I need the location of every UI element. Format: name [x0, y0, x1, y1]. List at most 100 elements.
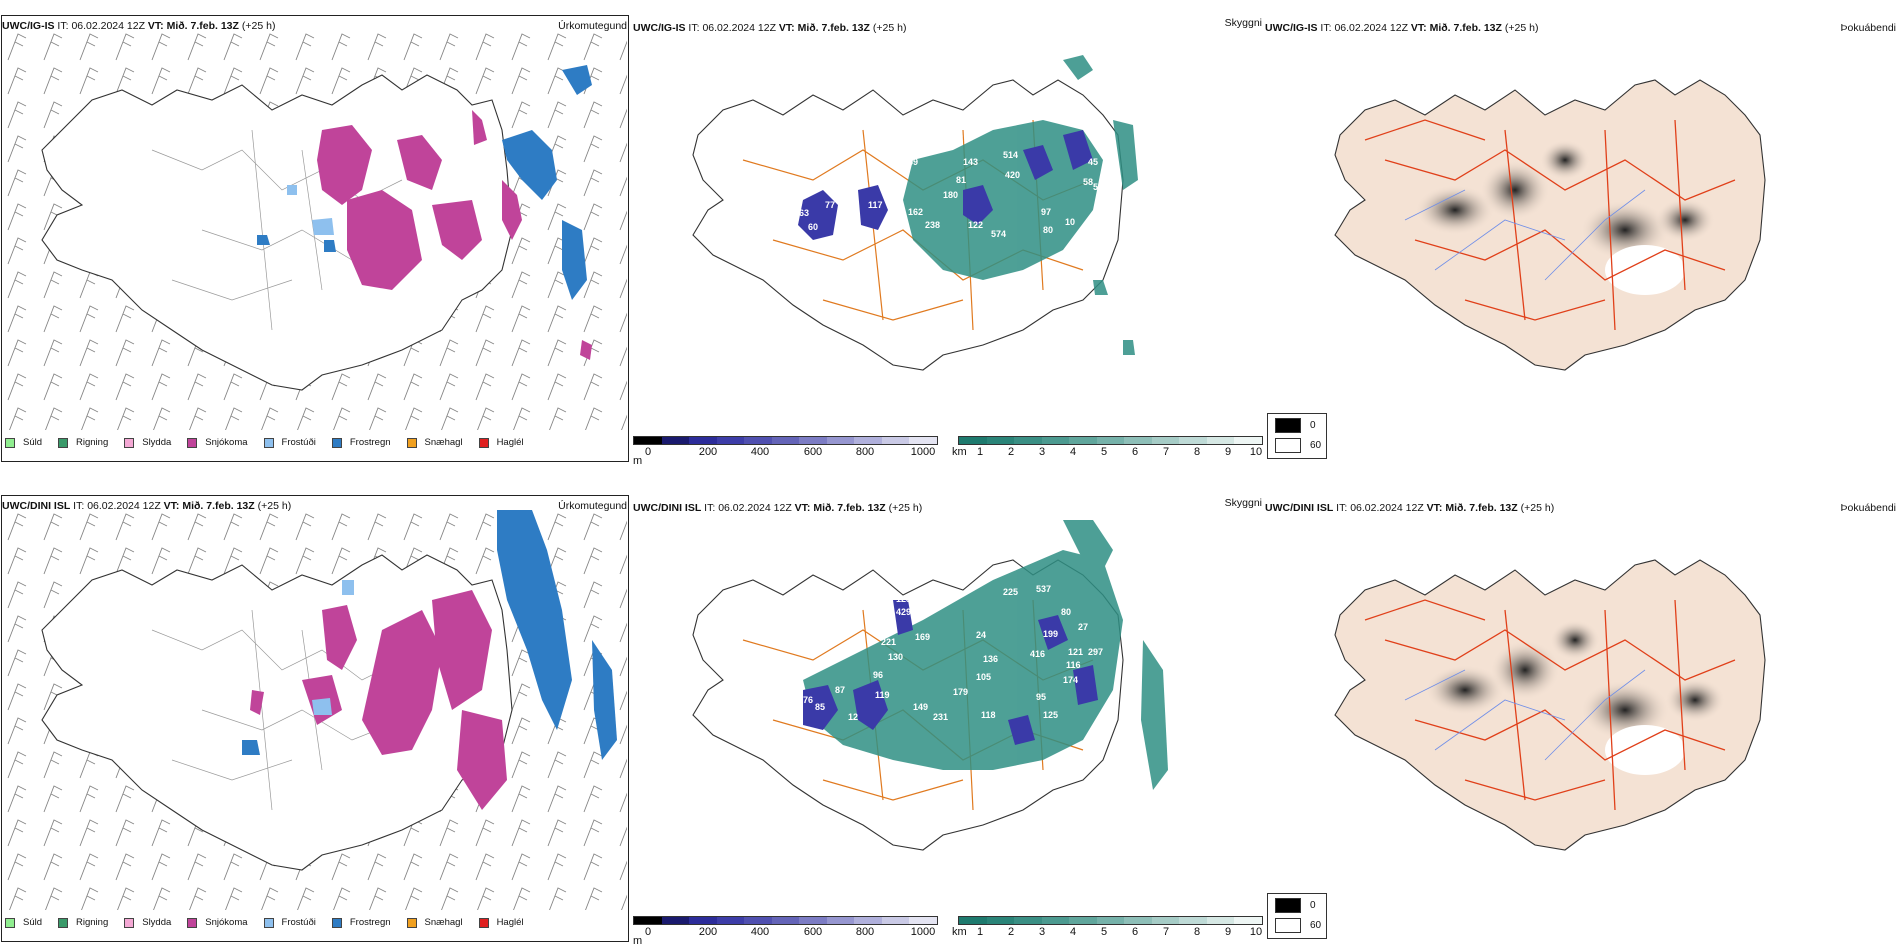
valid-time: Mið. 7.feb. 13Z: [813, 502, 886, 514]
cloud-label: 76: [803, 695, 813, 705]
init-time-label: IT:: [57, 20, 69, 32]
lead-time: (+25 h): [872, 22, 907, 34]
init-time-label: IT:: [73, 500, 85, 512]
visibility-bar: [958, 916, 1263, 925]
cloud-label: 221: [881, 637, 896, 647]
iceland-coast: [41, 74, 513, 391]
visibility-colorbar: km 1 2 3 4 5 6 7 8 9 10: [952, 436, 1263, 460]
fog-legend: 0 60: [1267, 893, 1327, 939]
init-time-label: IT:: [1336, 502, 1348, 514]
model-name: UWC/DINI ISL: [2, 500, 71, 512]
legend-item: Snjókoma: [187, 917, 248, 928]
cloud-label: 80: [1061, 607, 1071, 617]
cloud-label: 45: [1088, 157, 1098, 167]
cloud-label: 537: [1036, 584, 1051, 594]
cloudbase-bar: [633, 916, 938, 925]
cloud-label: 97: [1063, 112, 1073, 122]
legend-item: Snæhagl: [406, 437, 463, 448]
model-name: UWC/IG-IS: [633, 22, 686, 34]
valid-time: Mið. 7.feb. 13Z: [1429, 22, 1502, 34]
cloud-label: 225: [1003, 587, 1018, 597]
panel-title: UWC/IG-IS IT: 06.02.2024 12Z VT: Mið. 7.…: [2, 20, 275, 32]
cloud-label: 169: [915, 632, 930, 642]
legend-label: 60: [1310, 920, 1322, 931]
cloud-label: 3: [783, 228, 788, 238]
precip-type-legend: Súld Rigning Slydda Snjókoma Frostúði Fr…: [5, 437, 540, 448]
cloud-label: 514: [1003, 150, 1018, 160]
cloud-visibility-map: 225 537 80 27 199 121 116 174 297 24 416…: [692, 520, 1168, 851]
cloud-label: 231: [933, 712, 948, 722]
fog-legend: 0 60: [1267, 413, 1327, 459]
model-name: UWC/IG-IS: [1265, 22, 1318, 34]
init-time-label: IT:: [1320, 22, 1332, 34]
fog-indicator-panel: UWC/IG-IS IT: 06.02.2024 12Z VT: Mið. 7.…: [1265, 0, 1900, 465]
lead-time: (+25 h): [257, 500, 292, 512]
model-row-dini: UWC/DINI ISL IT: 06.02.2024 12Z VT: Mið.…: [0, 480, 1900, 950]
model-name: UWC/DINI ISL: [1265, 502, 1334, 514]
legend-item: Rigning: [58, 437, 108, 448]
cloudbase-colorbar: m 0 200 400 600 800 1000: [633, 436, 938, 467]
init-time: 06.02.2024 12Z: [702, 22, 776, 34]
field-name: Þokuábendi: [1840, 502, 1896, 514]
model-name: UWC/IG-IS: [2, 20, 55, 32]
lead-time: (+25 h): [1504, 22, 1539, 34]
valid-time: Mið. 7.feb. 13Z: [182, 500, 255, 512]
cloud-label: 174: [1063, 675, 1078, 685]
visibility-ticks: km 1 2 3 4 5 6 7 8 9 10: [952, 446, 1263, 458]
init-time: 06.02.2024 12Z: [87, 500, 161, 512]
lead-time: (+25 h): [888, 502, 923, 514]
panel-title: UWC/DINI ISL IT: 06.02.2024 12Z VT: Mið.…: [2, 500, 291, 512]
cloud-label: 119: [875, 690, 890, 700]
panel-frame: [1, 15, 629, 462]
valid-time: Mið. 7.feb. 13Z: [797, 22, 870, 34]
cloud-label: 258: [878, 136, 893, 146]
precip-type-legend: Súld Rigning Slydda Snjókoma Frostúði Fr…: [5, 917, 540, 928]
field-name: Þokuábendi: [1840, 22, 1896, 34]
cloud-label: 122: [968, 220, 983, 230]
init-time-label: IT:: [704, 502, 716, 514]
fog-indicator-panel: UWC/DINI ISL IT: 06.02.2024 12Z VT: Mið.…: [1265, 480, 1900, 945]
visibility-bar: [958, 436, 1263, 445]
cloud-label: 420: [1005, 170, 1020, 180]
legend-swatch: [1275, 898, 1301, 913]
cloud-label: 50: [1093, 182, 1103, 192]
cloud-label: 297: [1088, 647, 1103, 657]
cloud-label: 24: [976, 630, 986, 640]
legend-item: Snæhagl: [406, 917, 463, 928]
legend-item: Haglél: [478, 917, 524, 928]
legend-item: Snjókoma: [187, 437, 248, 448]
precip-map: [2, 30, 627, 430]
cloud-label: 238: [925, 220, 940, 230]
cloud-label: 87: [835, 685, 845, 695]
lead-time: (+25 h): [241, 20, 276, 32]
cloud-label: 179: [953, 687, 968, 697]
init-time: 06.02.2024 12Z: [718, 502, 792, 514]
cloud-label: 130: [888, 652, 903, 662]
cloud-label: 180: [943, 190, 958, 200]
valid-time: Mið. 7.feb. 13Z: [166, 20, 239, 32]
field-name: Úrkomutegund: [558, 20, 627, 32]
cloud-label: 162: [908, 207, 923, 217]
cloud-label: 63: [799, 208, 809, 218]
legend-item: Slydda: [124, 917, 171, 928]
panel-title: UWC/DINI ISL IT: 06.02.2024 12Z VT: Mið.…: [633, 502, 922, 514]
valid-time-label: VT:: [163, 500, 180, 512]
fog-map: [1334, 79, 1766, 371]
cloud-label: 121: [1068, 647, 1083, 657]
valid-time-label: VT:: [1426, 502, 1443, 514]
cloud-label: 95: [1036, 692, 1046, 702]
cloud-label: 116: [1066, 660, 1081, 670]
legend-label: 0: [1310, 900, 1316, 911]
precip-type-panel: UWC/IG-IS IT: 06.02.2024 12Z VT: Mið. 7.…: [0, 0, 632, 465]
cloud-visibility-map: 482 97 63 45 58 50 47 143 514 420 81 180…: [692, 55, 1138, 371]
cloud-label: 574: [991, 229, 1006, 239]
panel-frame: [1, 495, 629, 942]
panel-title: UWC/IG-IS IT: 06.02.2024 12Z VT: Mið. 7.…: [633, 22, 906, 34]
cloud-label: 47: [953, 134, 963, 144]
cloud-label: 199: [1043, 629, 1058, 639]
valid-time: Mið. 7.feb. 13Z: [1445, 502, 1518, 514]
cloud-label: 12: [848, 712, 858, 722]
cloud-label: 36: [791, 717, 801, 727]
panel-title: UWC/DINI ISL IT: 06.02.2024 12Z VT: Mið.…: [1265, 502, 1554, 514]
lead-time: (+25 h): [1520, 502, 1555, 514]
